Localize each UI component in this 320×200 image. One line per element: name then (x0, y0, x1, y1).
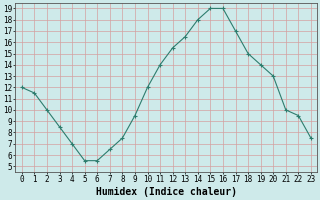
X-axis label: Humidex (Indice chaleur): Humidex (Indice chaleur) (96, 187, 237, 197)
